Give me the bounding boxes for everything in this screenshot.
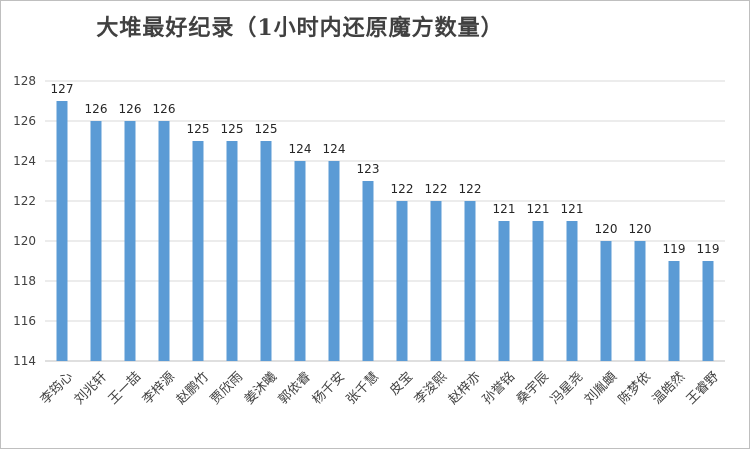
bar-冯星尧: [566, 221, 578, 361]
data-label: 121: [561, 202, 584, 216]
y-tick-label: 114: [13, 354, 36, 368]
category-label: 李梓源: [140, 369, 178, 407]
data-labels: 127 126 126 126 125 125 125 124 124 123 122 122 122 1…: [51, 82, 720, 256]
bar-王睿野: [702, 261, 714, 361]
category-label: 姜沐曦: [241, 369, 280, 408]
bar-李浚熙: [430, 201, 442, 361]
category-label: 陈梦依: [615, 369, 654, 408]
gridlines: [45, 80, 725, 362]
y-tick-label: 116: [13, 314, 36, 328]
data-label: 120: [629, 222, 652, 236]
data-label: 126: [153, 102, 176, 116]
chart-title: 大堆最好纪录（1小时内还原魔方数量）: [96, 15, 504, 41]
category-label: 孙誉铭: [480, 369, 518, 407]
data-label: 127: [51, 82, 74, 96]
bar-刘兆轩: [90, 121, 102, 361]
category-label: 赵梓亦: [445, 369, 484, 408]
category-label: 赵鹏竹: [174, 369, 212, 407]
y-tick-label: 124: [13, 154, 36, 168]
category-label: 皮宝: [387, 369, 416, 398]
bar-王一喆: [124, 121, 136, 361]
y-tick-label: 120: [13, 234, 36, 248]
bar-姜沐曦: [260, 141, 272, 361]
bar-李筠心: [56, 101, 68, 361]
category-label: 冯星尧: [548, 369, 586, 407]
bar-杨千安: [328, 161, 340, 361]
data-label: 124: [323, 142, 346, 156]
data-label: 120: [595, 222, 618, 236]
y-tick-label: 118: [13, 274, 36, 288]
bar-赵梓亦: [464, 201, 476, 361]
data-label: 124: [289, 142, 312, 156]
data-label: 119: [663, 242, 686, 256]
bar-张千慧: [362, 181, 374, 361]
category-label: 李浚熙: [412, 369, 450, 407]
category-label: 李筠心: [37, 369, 76, 408]
category-label: 王一喆: [106, 369, 144, 407]
category-label: 杨千安: [310, 369, 348, 407]
bar-孙誉铭: [498, 221, 510, 361]
y-tick-label: 122: [13, 194, 36, 208]
data-label: 125: [221, 122, 244, 136]
data-label: 122: [391, 182, 414, 196]
data-label: 125: [255, 122, 278, 136]
data-label: 126: [119, 102, 142, 116]
category-label: 刘胤頔: [581, 369, 620, 408]
bar-郭依睿: [294, 161, 306, 361]
data-label: 126: [85, 102, 108, 116]
data-label: 125: [187, 122, 210, 136]
bar-贾欣雨: [226, 141, 238, 361]
y-tick-label: 126: [13, 114, 36, 128]
data-label: 121: [527, 202, 550, 216]
category-label: 贾欣雨: [208, 369, 246, 407]
data-label: 119: [697, 242, 720, 256]
category-label: 郭依睿: [275, 369, 314, 408]
data-label: 122: [425, 182, 448, 196]
bar-李梓源: [158, 121, 170, 361]
category-label: 张千慧: [343, 369, 382, 408]
bar-刘胤頔: [600, 241, 612, 361]
bar-温皓然: [668, 261, 680, 361]
category-label: 温皓然: [649, 369, 688, 408]
data-label: 123: [357, 162, 380, 176]
bar-陈梦依: [634, 241, 646, 361]
bars: [56, 101, 714, 361]
data-label: 122: [459, 182, 482, 196]
bar-桑宇辰: [532, 221, 544, 361]
bar-皮宝: [396, 201, 408, 361]
data-label: 121: [493, 202, 516, 216]
category-label: 刘兆轩: [72, 369, 110, 407]
category-label: 桑宇辰: [514, 369, 552, 407]
y-axis-ticks: 114 116 118 120 122 124 126 128: [13, 74, 36, 368]
bar-赵鹏竹: [192, 141, 204, 361]
y-tick-label: 128: [13, 74, 36, 88]
category-label: 王睿野: [684, 369, 722, 407]
